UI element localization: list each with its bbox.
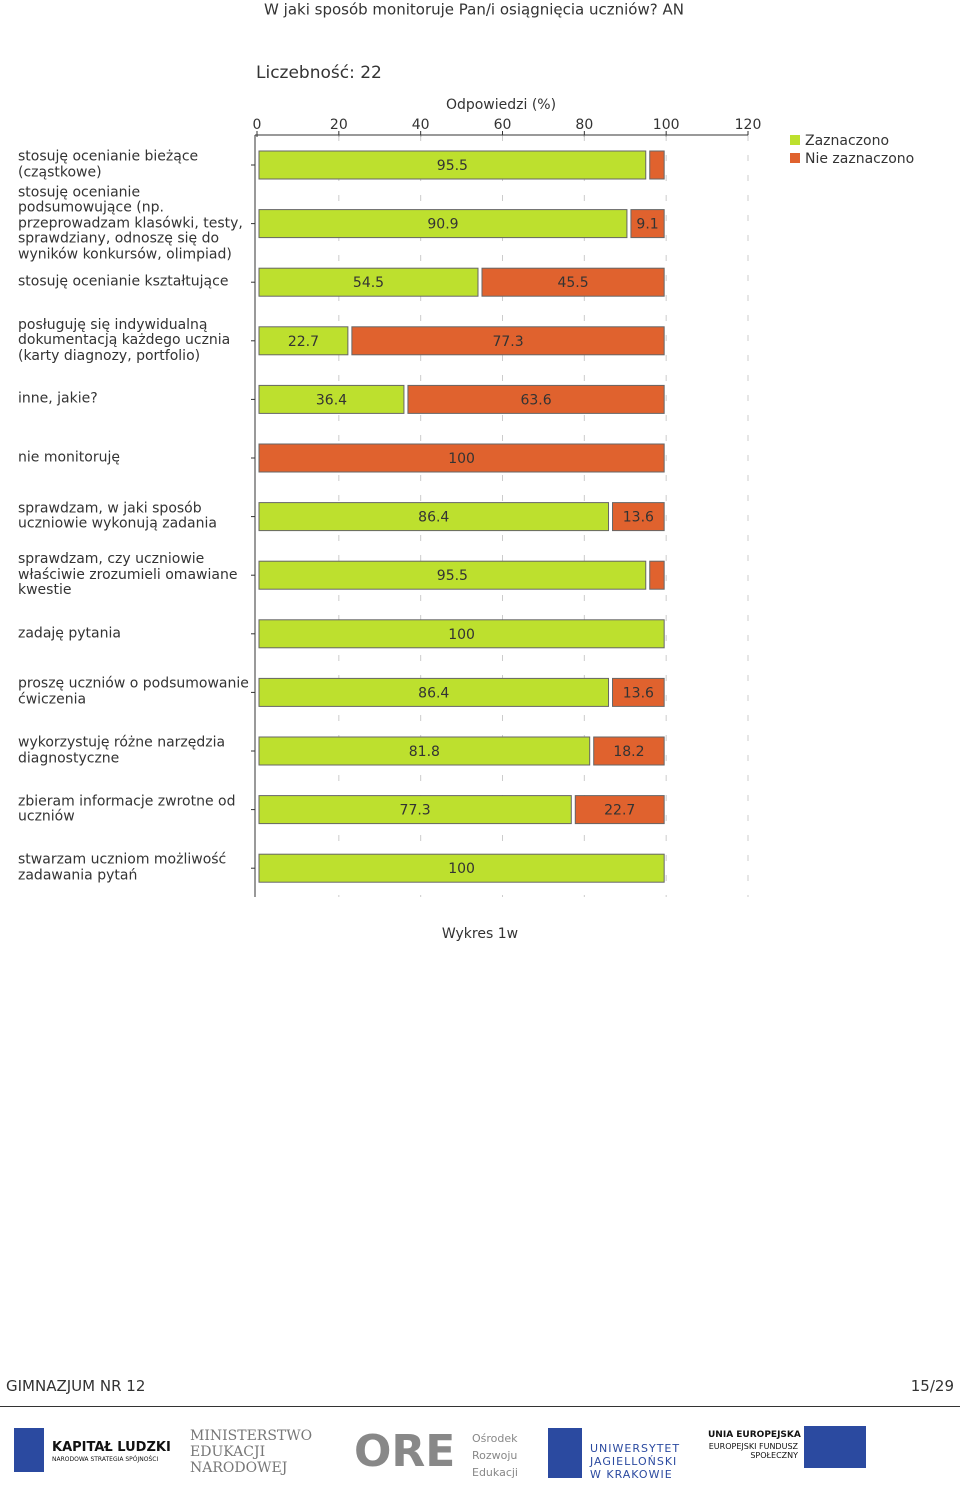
data-label: 86.4 (418, 510, 449, 526)
x-tick-label: 80 (575, 117, 593, 133)
logo-text: Ośrodek Rozwoju Edukacji (472, 1432, 518, 1479)
data-label: 54.5 (353, 275, 384, 291)
bar-segment (258, 326, 349, 356)
data-label: 22.7 (288, 334, 319, 350)
data-label: 81.8 (409, 744, 440, 760)
data-label: 13.6 (623, 685, 654, 701)
x-tick-label: 0 (253, 117, 262, 133)
legend-label: Nie zaznaczono (805, 151, 914, 167)
bar-segment (258, 619, 665, 649)
data-label: 95.5 (437, 568, 468, 584)
x-tick-label: 40 (412, 117, 430, 133)
category-label: stosuję ocenianie bieżące (cząstkowe) (18, 148, 199, 180)
data-label: 90.9 (427, 217, 458, 233)
category-label: stwarzam uczniom możliwość zadawania pyt… (18, 851, 227, 884)
bar-segment (258, 209, 628, 239)
footer-right: 15/29 (910, 1377, 954, 1395)
bar-segment (351, 326, 665, 356)
logo-text: UNIA EUROPEJSKA (708, 1430, 801, 1440)
bar-segment (258, 150, 647, 180)
category-label: nie monitoruję (18, 449, 120, 466)
bar-segment (258, 736, 591, 766)
bar-segment (649, 560, 665, 590)
legend-swatch (790, 135, 800, 145)
category-label: inne, jakie? (18, 390, 98, 407)
chart: W jaki sposób monitoruje Pan/i osiągnięc… (251, 1, 914, 897)
bar-segment (481, 267, 665, 297)
data-label: 45.5 (557, 275, 588, 291)
bar-segment (649, 150, 665, 180)
data-label: 77.3 (492, 334, 523, 350)
category-label: stosuję ocenianie kształtujące (18, 273, 229, 290)
bar-segment (258, 502, 610, 532)
category-label: sprawdzam, w jaki sposób uczniowie wykon… (18, 500, 217, 532)
eu-flag (804, 1426, 866, 1468)
data-label: 18.2 (613, 744, 644, 760)
category-label: zbieram informacje zwrotne od uczniów (18, 793, 236, 825)
chart-subtitle: Liczebność: 22 (256, 63, 382, 83)
logo-text: UNIWERSYTET JAGIELLOŃSKI W KRAKOWIE (590, 1442, 681, 1481)
data-label: 86.4 (418, 685, 449, 701)
footer-rule (0, 1406, 960, 1407)
legend-swatch (790, 153, 800, 163)
bar-segment (574, 795, 665, 825)
x-axis-title: Odpowiedzi (%) (446, 97, 556, 113)
data-label: 36.4 (316, 392, 347, 408)
logo-shape (14, 1428, 44, 1472)
legend-label: Zaznaczono (805, 133, 889, 149)
bar-segment (258, 795, 572, 825)
bar-segment (258, 853, 665, 883)
bar-segment (407, 384, 665, 414)
logo-text: EUROPEJSKI FUNDUSZ SPOŁECZNY (708, 1442, 798, 1460)
data-label: 100 (448, 627, 475, 643)
bar-segment (258, 267, 479, 297)
category-label: stosuję ocenianie podsumowujące (np. prz… (18, 183, 243, 262)
logo-text: KAPITAŁ LUDZKI (52, 1440, 171, 1455)
x-tick-label: 60 (494, 117, 512, 133)
data-label: 13.6 (623, 510, 654, 526)
caption: Wykres 1w (441, 926, 519, 942)
category-label: proszę uczniów o podsumowanie ćwiczenia (18, 675, 249, 708)
logo-text: ORE (354, 1426, 456, 1477)
category-label: wykorzystuję różne narzędzia diagnostycz… (18, 734, 226, 766)
bar-segment (258, 443, 665, 473)
x-tick-label: 120 (735, 117, 762, 133)
footer-left: GIMNAZJUM NR 12 (6, 1377, 146, 1395)
bar-segment (612, 677, 665, 707)
chart-title: W jaki sposób monitoruje Pan/i osiągnięc… (264, 1, 684, 19)
logo-shape (548, 1428, 582, 1478)
data-label: 9.1 (636, 217, 658, 233)
data-label: 95.5 (437, 158, 468, 174)
category-label: posługuję się indywidualną dokumentacją … (18, 316, 231, 364)
data-label: 77.3 (400, 803, 431, 819)
data-label: 63.6 (520, 392, 551, 408)
bar-segment (612, 502, 665, 532)
bar-segment (258, 560, 647, 590)
x-tick-label: 20 (330, 117, 348, 133)
bar-segment (593, 736, 665, 766)
x-tick-label: 100 (653, 117, 680, 133)
bar-segment (258, 384, 405, 414)
data-label: 100 (448, 451, 475, 467)
bar-segment (630, 209, 665, 239)
bar-segment (258, 677, 610, 707)
logo-text: MINISTERSTWO EDUKACJI NARODOWEJ (190, 1428, 313, 1476)
category-label: sprawdzam, czy uczniowie właściwie zrozu… (18, 550, 238, 598)
logo-text: NARODOWA STRATEGIA SPÓJNOŚCI (52, 1456, 159, 1463)
data-label: 100 (448, 861, 475, 877)
data-label: 22.7 (604, 803, 635, 819)
category-label: zadaję pytania (18, 625, 121, 642)
